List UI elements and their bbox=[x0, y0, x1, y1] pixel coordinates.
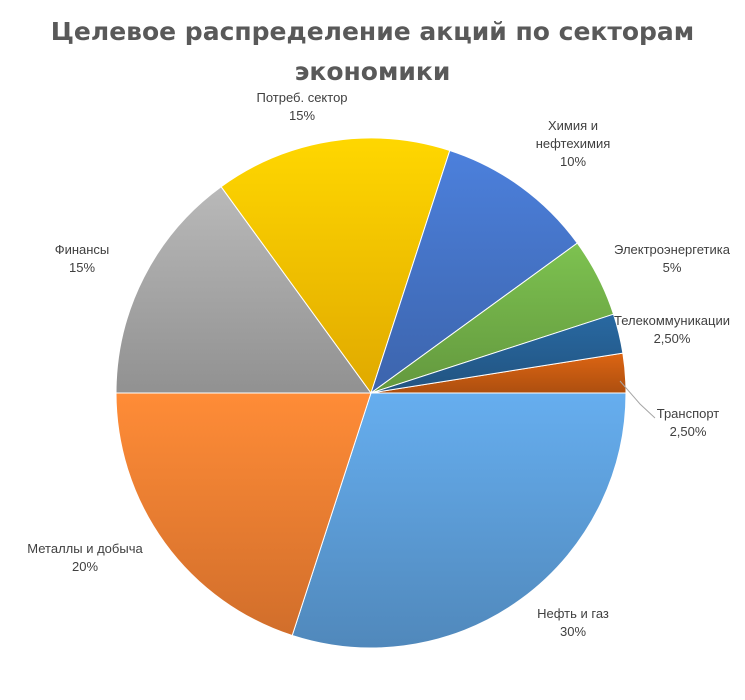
pie-slices bbox=[115, 137, 627, 649]
pie-slice-2 bbox=[115, 392, 372, 637]
pie-slice-7 bbox=[370, 313, 624, 394]
data-label-name-7: Телекоммуникации bbox=[614, 313, 730, 328]
chart-title: Целевое распределение акций по секторам … bbox=[0, 12, 745, 92]
data-label-value-6: 5% bbox=[663, 260, 682, 275]
pie-slice-5 bbox=[370, 149, 578, 395]
data-label-name-1: Нефть и газ bbox=[537, 606, 609, 621]
data-label-name-4: Потреб. сектор bbox=[256, 90, 347, 105]
data-label-name-0: Транспорт bbox=[657, 406, 720, 421]
data-label-value-1: 30% bbox=[560, 624, 586, 639]
data-label-value-7: 2,50% bbox=[654, 331, 691, 346]
data-label-name-5: Химия и нефтехимия bbox=[536, 118, 611, 151]
chart-title-line-2: экономики bbox=[294, 57, 451, 86]
data-label-value-2: 20% bbox=[72, 559, 98, 574]
data-labels: Транспорт 2,50% Нефть и газ 30% Металлы и до… bbox=[27, 90, 730, 639]
data-label-name-6: Электроэнергетика bbox=[614, 242, 731, 257]
pie-slice-1 bbox=[291, 392, 627, 649]
data-label-value-3: 15% bbox=[69, 260, 95, 275]
pie-slice-3 bbox=[115, 186, 372, 394]
leader-lines bbox=[619, 380, 656, 419]
data-label-name-3: Финансы bbox=[55, 242, 110, 257]
chart-title-line-1: Целевое распределение акций по секторам bbox=[50, 17, 695, 46]
data-label-value-4: 15% bbox=[289, 108, 315, 123]
data-label-value-5: 10% bbox=[560, 154, 586, 169]
data-label-value-0: 2,50% bbox=[670, 424, 707, 439]
data-label-name-2: Металлы и добыча bbox=[27, 541, 143, 556]
pie-slice-4 bbox=[220, 137, 451, 395]
leader-line-0 bbox=[619, 380, 656, 419]
